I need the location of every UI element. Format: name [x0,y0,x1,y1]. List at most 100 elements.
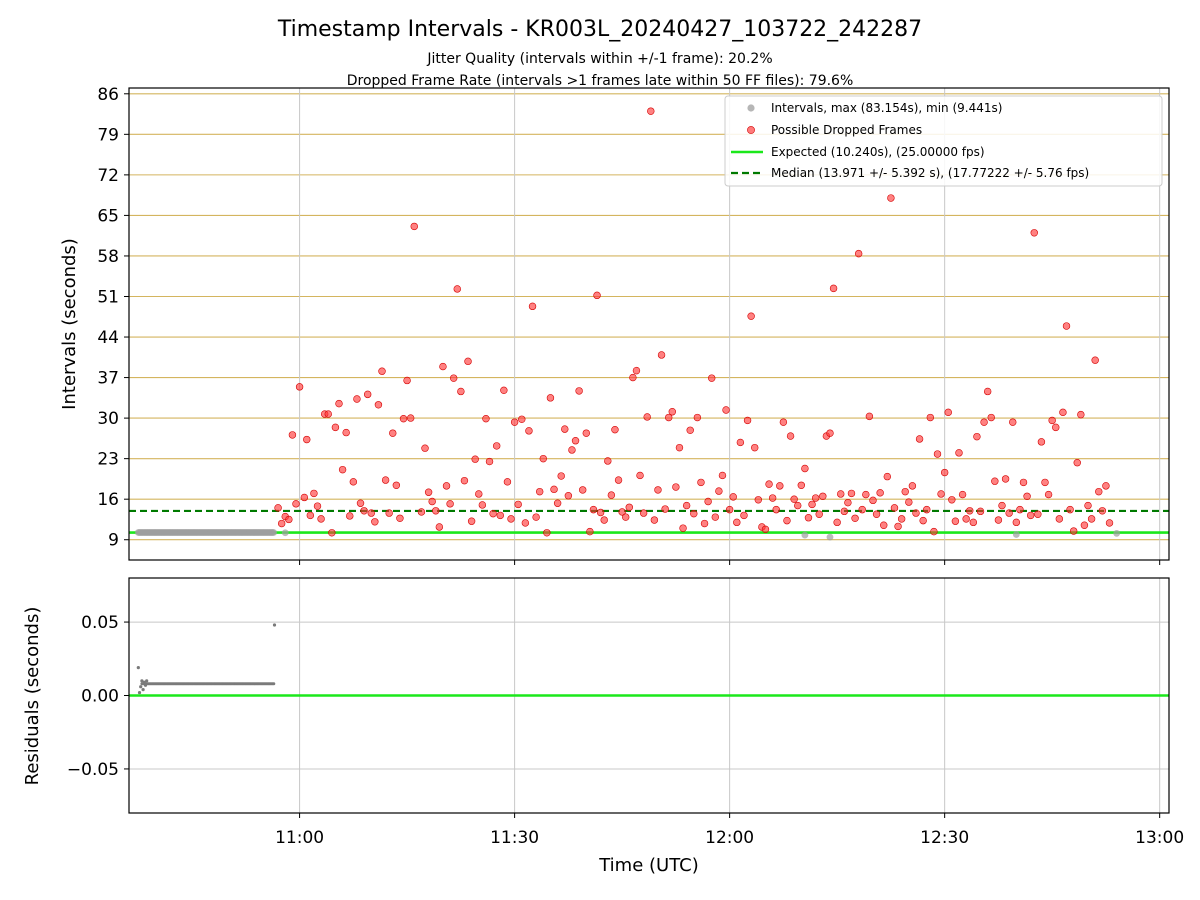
dropped-frame-point [457,387,465,396]
dropped-frame-point [292,500,300,508]
dropped-frame-point [872,510,881,518]
residual-point [143,683,148,687]
dropped-frame-point [346,512,354,520]
residual-point [141,688,145,692]
dropped-frame-point [403,376,411,385]
legend-marker-dropped [747,126,755,134]
intervals-legend: Intervals, max (83.154s), min (9.441s) P… [724,95,1163,187]
intervals-axes-frame [128,87,1170,561]
dropped-frame-point [933,450,942,458]
dropped-frame-point [482,414,490,423]
dropped-frame-point [432,507,440,515]
residual-point [137,690,142,695]
dropped-frame-point [847,489,856,498]
dropped-frame-point [854,249,863,258]
residuals-y-tick-label: −0.05 [67,760,119,780]
dropped-frame-point [858,505,866,514]
dropped-frame-point [768,494,777,502]
dropped-frame-point [507,515,515,523]
residuals-points [136,623,277,695]
dropped-frame-point [682,501,691,510]
dropped-frame-point [596,508,605,517]
dropped-frame-point [435,523,444,531]
dropped-frame-point [883,472,892,481]
dropped-frame-point [919,516,927,525]
dropped-frame-point [467,517,476,525]
dropped-frame-point [890,504,899,512]
x-tick-label: 13:00 [1135,828,1184,848]
dropped-frame-point [629,373,637,382]
dropped-frame-point [543,529,551,537]
dropped-frame-point [1095,487,1103,496]
dropped-frame-point [1005,509,1013,517]
dropped-frame-point [708,374,716,382]
dropped-frame-point [614,476,623,484]
dropped-frame-point [672,483,680,491]
dropped-frame-point [1069,527,1078,535]
dropped-frame-point [725,505,734,514]
dropped-frame-point [772,505,780,514]
dropped-frame-point [869,496,877,505]
dropped-frame-point [553,499,562,507]
chart-subtitle-jitter: Jitter Quality (intervals within +/-1 fr… [426,51,772,67]
dropped-frame-point [743,416,752,425]
intervals-y-tick-label: 9 [108,531,119,551]
dropped-frame-point [1091,356,1099,364]
intervals-point [1012,531,1020,538]
intervals-y-tick-label: 51 [97,287,119,307]
dropped-frame-point [324,410,332,418]
dropped-frame-point [887,194,895,202]
legend-marker-intervals [747,104,755,112]
dropped-frame-point [940,468,949,477]
dropped-frame-point [736,438,745,447]
dropped-frame-point [951,517,960,525]
dropped-frame-point [582,429,590,437]
intervals-x-ticks [299,560,1161,565]
dropped-frame-point [338,465,347,474]
dropped-frame-point [593,291,601,300]
dropped-frame-point [557,472,565,480]
dropped-frame-point [1012,518,1021,527]
dropped-frame-point [1087,515,1096,523]
dropped-frame-point [926,413,935,422]
dropped-frame-point [518,415,526,423]
dropped-frame-point [693,413,702,422]
dropped-frame-point [360,507,368,515]
legend-label-expected: Expected (10.240s), (25.00000 fps) [771,145,985,159]
dropped-frame-point [894,522,902,531]
dropped-frame-point [571,436,580,445]
intervals-points [134,107,1121,541]
dropped-frame-point [994,516,1003,524]
intervals-point [281,529,289,537]
dropped-frame-point [976,507,985,516]
dropped-frame-point [661,505,669,513]
dropped-frame-point [740,511,748,520]
dropped-frame-point [915,435,924,443]
intervals-point [270,529,278,536]
dropped-frame-point [1098,507,1107,515]
residuals-y-tick-label: 0.00 [81,687,119,707]
dropped-frame-point [611,425,619,434]
residual-point [272,623,277,627]
residual-point [145,679,149,683]
x-tick-label: 11:30 [490,828,539,848]
intervals-reference-lines [129,509,1169,534]
dropped-frame-point [353,395,361,403]
dropped-frame-point [679,524,687,532]
dropped-frame-point [446,500,454,508]
dropped-frame-point [1084,501,1092,510]
dropped-frame-point [381,476,390,484]
dropped-frame-point [865,412,874,421]
residual-point [140,679,144,683]
dropped-frame-point [385,509,393,517]
dropped-frame-point [589,505,598,514]
dropped-frame-point [718,471,727,480]
dropped-frame-point [1066,505,1074,514]
residuals-x-ticks: 11:00 11:30 12:00 12:30 13:00 [275,813,1184,848]
x-tick-label: 12:00 [705,828,754,848]
dropped-frame-point [711,513,719,521]
dropped-frame-point [786,432,795,440]
dropped-frame-point [428,497,436,506]
dropped-frame-point [797,481,806,489]
dropped-frame-point [521,519,530,527]
